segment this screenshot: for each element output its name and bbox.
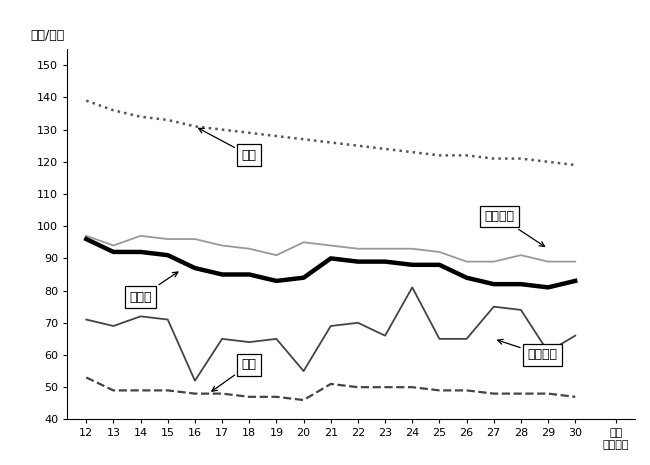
Text: 分譲住宅: 分譲住宅: [484, 210, 545, 246]
Text: （㎡/戸）: （㎡/戸）: [31, 29, 64, 42]
Text: 給与住宅: 給与住宅: [498, 339, 558, 361]
Text: 持家: 持家: [199, 128, 257, 162]
Text: 総平均: 総平均: [129, 272, 178, 304]
Text: 賃家: 賃家: [212, 358, 257, 391]
